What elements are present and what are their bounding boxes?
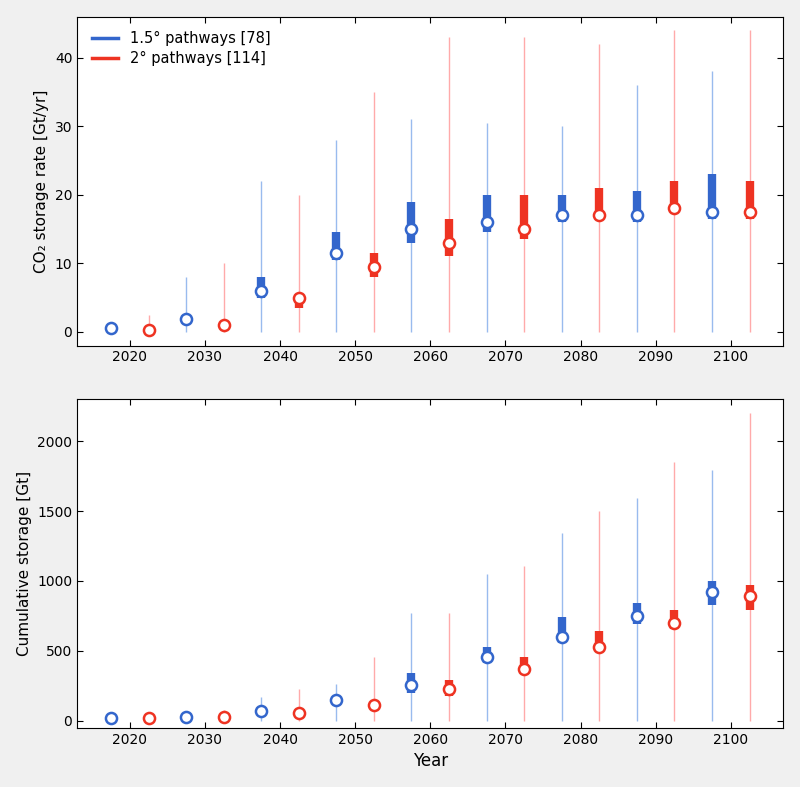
Legend: 1.5° pathways [78], 2° pathways [114]: 1.5° pathways [78], 2° pathways [114]	[85, 24, 278, 73]
Y-axis label: Cumulative storage [Gt]: Cumulative storage [Gt]	[17, 471, 32, 656]
X-axis label: Year: Year	[413, 752, 448, 770]
Y-axis label: CO₂ storage rate [Gt/yr]: CO₂ storage rate [Gt/yr]	[34, 90, 49, 273]
